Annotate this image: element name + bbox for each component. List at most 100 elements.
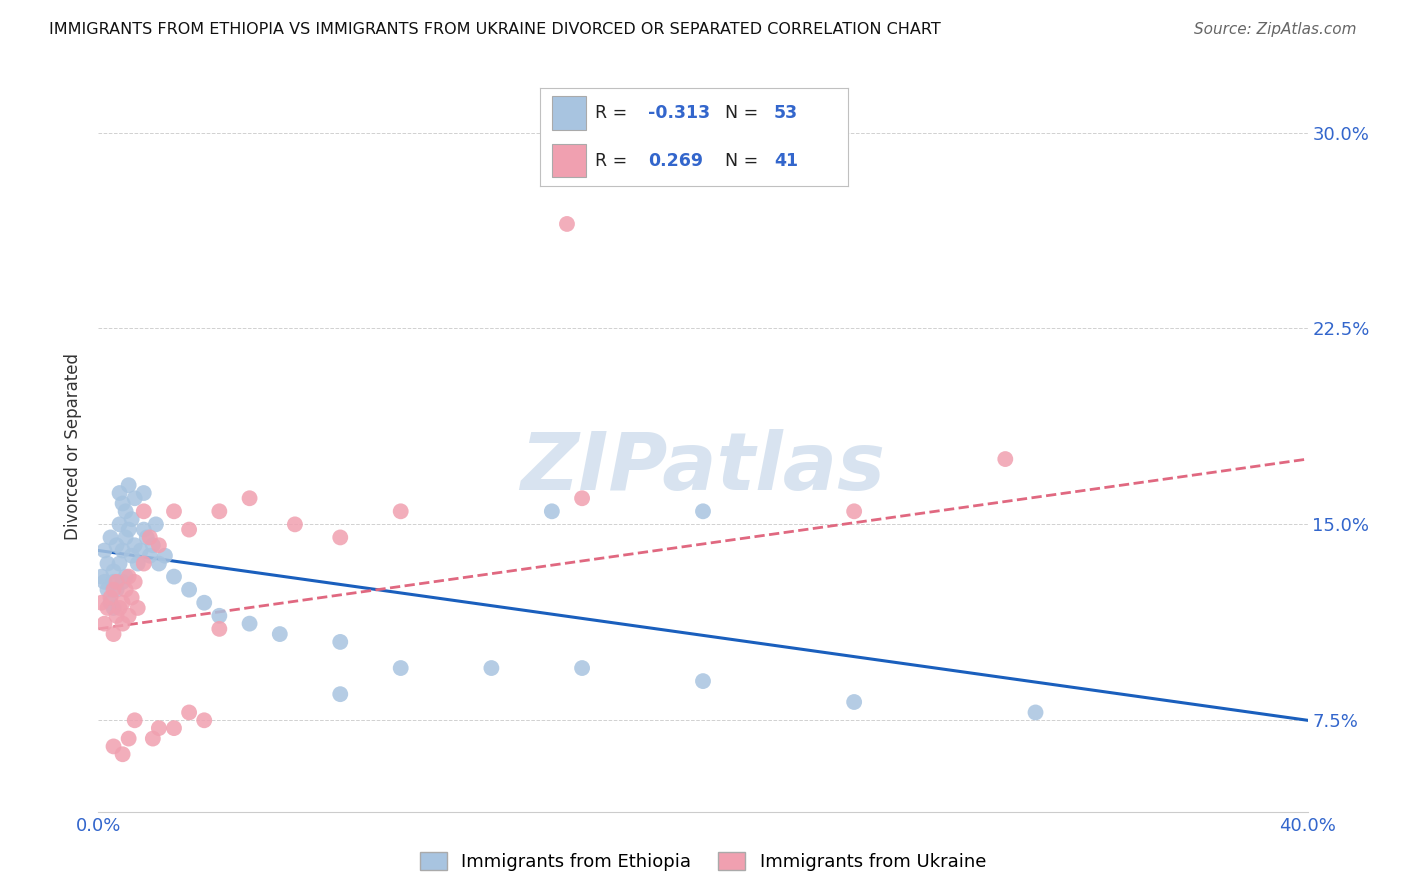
Point xyxy=(108,486,131,500)
Point xyxy=(148,721,170,735)
Point xyxy=(142,538,165,552)
Point xyxy=(90,569,112,583)
Point xyxy=(555,217,578,231)
Point xyxy=(540,504,562,518)
Point xyxy=(100,596,122,610)
Point xyxy=(103,739,125,754)
Point xyxy=(571,491,593,506)
Point xyxy=(108,601,131,615)
Point xyxy=(193,714,215,728)
Point xyxy=(105,608,128,623)
Point xyxy=(127,557,149,571)
Point xyxy=(93,574,115,589)
Point xyxy=(844,695,866,709)
Point xyxy=(93,543,115,558)
Point xyxy=(108,517,131,532)
Point xyxy=(114,569,136,583)
Point xyxy=(179,523,201,537)
Point xyxy=(208,622,231,636)
Point xyxy=(93,616,115,631)
Point xyxy=(105,574,128,589)
Point xyxy=(124,574,146,589)
Point xyxy=(284,517,307,532)
Point xyxy=(103,601,125,615)
Point xyxy=(103,582,125,597)
Point xyxy=(153,549,176,563)
Point xyxy=(111,616,134,631)
Point xyxy=(142,731,165,746)
Point xyxy=(571,661,593,675)
Point xyxy=(139,549,162,563)
Point xyxy=(163,504,186,518)
Point xyxy=(844,504,866,518)
Point xyxy=(118,569,141,583)
Point xyxy=(108,557,131,571)
Point xyxy=(193,596,215,610)
Point xyxy=(132,557,155,571)
Point xyxy=(105,538,128,552)
Point xyxy=(100,530,122,544)
Point xyxy=(129,543,152,558)
Point xyxy=(118,731,141,746)
Text: IMMIGRANTS FROM ETHIOPIA VS IMMIGRANTS FROM UKRAINE DIVORCED OR SEPARATED CORREL: IMMIGRANTS FROM ETHIOPIA VS IMMIGRANTS F… xyxy=(49,22,941,37)
Point xyxy=(127,601,149,615)
Point xyxy=(179,582,201,597)
Point xyxy=(121,512,143,526)
Point xyxy=(124,491,146,506)
Point xyxy=(103,574,125,589)
Y-axis label: Divorced or Separated: Divorced or Separated xyxy=(65,352,83,540)
Point xyxy=(96,601,118,615)
Point xyxy=(111,574,134,589)
Point xyxy=(124,714,146,728)
Point xyxy=(389,504,412,518)
Point xyxy=(692,504,714,518)
Point xyxy=(114,530,136,544)
Point xyxy=(90,596,112,610)
Point xyxy=(124,538,146,552)
Point xyxy=(145,517,167,532)
Point xyxy=(692,674,714,689)
Point xyxy=(118,523,141,537)
Point xyxy=(111,543,134,558)
Point xyxy=(111,596,134,610)
Point xyxy=(118,478,141,492)
Point xyxy=(389,661,412,675)
Point xyxy=(481,661,503,675)
Point xyxy=(148,538,170,552)
Point xyxy=(148,557,170,571)
Text: ZIPatlas: ZIPatlas xyxy=(520,429,886,507)
Point xyxy=(239,491,262,506)
Point xyxy=(132,523,155,537)
Point xyxy=(329,687,352,701)
Point xyxy=(105,582,128,597)
Point xyxy=(132,504,155,518)
Point xyxy=(114,582,136,597)
Point xyxy=(269,627,291,641)
Point xyxy=(208,504,231,518)
Point xyxy=(111,496,134,510)
Point xyxy=(135,530,157,544)
Text: Source: ZipAtlas.com: Source: ZipAtlas.com xyxy=(1194,22,1357,37)
Point xyxy=(121,591,143,605)
Point xyxy=(179,706,201,720)
Point xyxy=(994,452,1017,467)
Point xyxy=(163,569,186,583)
Point xyxy=(163,721,186,735)
Point xyxy=(96,582,118,597)
Point xyxy=(329,635,352,649)
Point xyxy=(132,486,155,500)
Point xyxy=(1024,706,1046,720)
Point xyxy=(121,549,143,563)
Point xyxy=(103,565,125,579)
Point xyxy=(96,557,118,571)
Point xyxy=(208,608,231,623)
Point xyxy=(329,530,352,544)
Point xyxy=(100,591,122,605)
Point xyxy=(103,627,125,641)
Point xyxy=(139,530,162,544)
Legend: Immigrants from Ethiopia, Immigrants from Ukraine: Immigrants from Ethiopia, Immigrants fro… xyxy=(412,845,994,879)
Point xyxy=(111,747,134,762)
Point xyxy=(118,608,141,623)
Point xyxy=(114,504,136,518)
Point xyxy=(239,616,262,631)
